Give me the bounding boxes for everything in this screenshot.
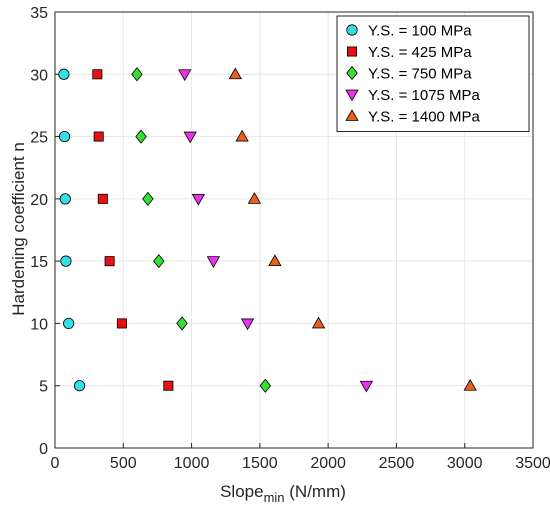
x-axis: 0 500 1000 1500 2000 2500 3000 3500 [51, 443, 550, 472]
data-point [247, 192, 262, 204]
x-tick-label: 500 [110, 455, 137, 472]
y-axis-label: Hardening coefficient n [9, 142, 28, 316]
legend-entry: Y.S. = 100 MPa [368, 23, 472, 40]
data-point [135, 129, 147, 144]
data-point [359, 380, 374, 393]
data-point [142, 191, 154, 206]
x-tick-label: 1000 [174, 455, 210, 472]
legend-marker [345, 89, 359, 102]
data-point [163, 380, 174, 391]
y-tick-label: 20 [30, 192, 48, 209]
data-point [58, 130, 71, 143]
y-tick-label: 35 [30, 5, 48, 22]
data-point [116, 318, 127, 329]
legend-entry: Y.S. = 1075 MPa [368, 87, 481, 104]
legend-marker [346, 46, 357, 57]
data-point [178, 69, 192, 82]
data-point [259, 378, 272, 393]
data-point [59, 193, 71, 205]
data-point [240, 318, 255, 331]
legend-entry: Y.S. = 425 MPa [368, 44, 472, 61]
data-point [92, 69, 103, 80]
y-axis: 0 5 10 15 20 25 30 35 [30, 5, 60, 458]
data-point [311, 316, 326, 329]
y-tick-label: 25 [30, 130, 48, 147]
data-point [463, 378, 477, 391]
data-point [93, 131, 104, 142]
x-tick-label: 0 [51, 455, 60, 472]
x-tick-label: 3000 [447, 455, 483, 472]
y-tick-label: 30 [30, 67, 48, 84]
plot-frame [54, 11, 534, 449]
data-point [73, 380, 86, 392]
legend: Y.S. = 100 MPa Y.S. = 425 MPa Y.S. = 750 M… [336, 15, 530, 132]
data-point [268, 254, 282, 267]
data-point [58, 68, 70, 80]
data-point [235, 129, 249, 142]
legend-box [336, 15, 530, 132]
data-points [58, 67, 477, 393]
x-axis-label: Slopemin (N/mm) [220, 482, 346, 505]
data-point [104, 256, 115, 267]
legend-marker [345, 109, 359, 121]
y-tick-label: 0 [39, 441, 48, 458]
legend-marker [346, 65, 358, 81]
x-tick-label: 2500 [379, 455, 415, 472]
data-point [176, 316, 188, 331]
y-tick-label: 15 [30, 254, 48, 271]
data-point [131, 67, 143, 82]
data-point [206, 256, 221, 268]
data-point [228, 67, 242, 80]
x-tick-label: 1500 [242, 455, 278, 472]
legend-marker [346, 24, 358, 36]
x-tick-label: 2000 [310, 455, 346, 472]
data-point [63, 317, 75, 330]
data-point [97, 193, 108, 204]
y-tick-label: 5 [39, 379, 48, 396]
legend-entry: Y.S. = 1400 MPa [368, 109, 481, 126]
x-tick-label: 3500 [515, 455, 550, 472]
data-point [191, 193, 206, 206]
data-point [153, 254, 165, 269]
data-point [60, 255, 72, 267]
y-tick-label: 10 [30, 316, 48, 333]
legend-entry: Y.S. = 750 MPa [368, 66, 472, 83]
data-point [183, 131, 197, 144]
